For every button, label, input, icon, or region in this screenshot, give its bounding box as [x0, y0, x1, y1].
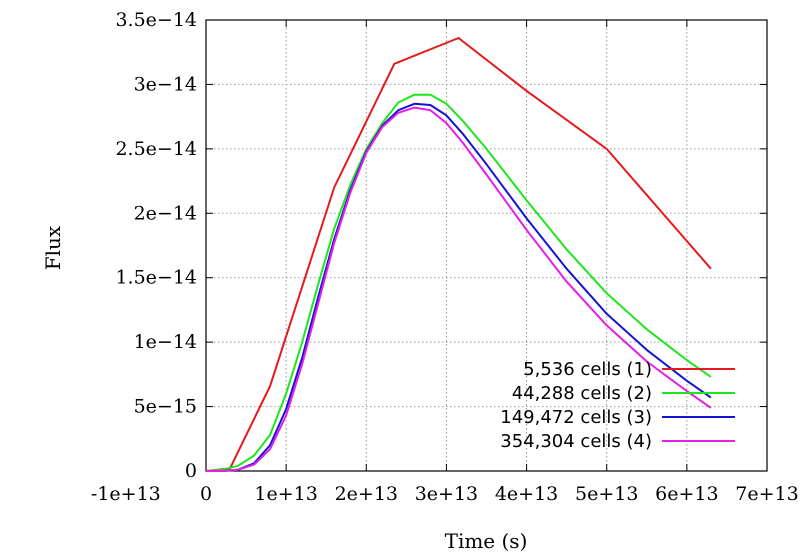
series-line-2 — [205, 93, 712, 472]
legend-label-1: 5,536 cells (1) — [523, 359, 652, 380]
series-line-1 — [205, 37, 712, 472]
x-tick-label: 5e+13 — [575, 483, 638, 505]
x-tick-label: 4e+13 — [495, 483, 558, 505]
series-line-3 — [206, 102, 712, 472]
legend-label-3: 149,472 cells (3) — [500, 407, 652, 428]
y-tick-label: 2.5e−14 — [115, 138, 197, 160]
legend-label-2: 44,288 cells (2) — [512, 383, 652, 404]
x-tick-label: 2e+13 — [335, 483, 398, 505]
y-tick-label: 5e−15 — [134, 396, 197, 418]
x-tick-label: 1e+13 — [254, 483, 317, 505]
y-tick-label: 1e−14 — [134, 331, 197, 353]
x-tick-label: -1e+13 — [91, 483, 161, 505]
y-tick-label: 2e−14 — [134, 202, 197, 224]
plot-frame — [205, 19, 768, 472]
y-tick-label: 0 — [185, 460, 197, 482]
y-axis-title: Flux — [41, 225, 65, 270]
x-axis-title: Time (s) — [445, 529, 528, 553]
y-tick-label: 3e−14 — [134, 73, 197, 95]
y-tick-label: 3.5e−14 — [115, 9, 197, 31]
series-line-4 — [206, 106, 712, 472]
x-tick-label: 7e+13 — [735, 483, 798, 505]
legend-label-4: 354,304 cells (4) — [500, 431, 652, 452]
legend: 5,536 cells (1) 44,288 cells (2) 149,472 c… — [500, 359, 735, 452]
axis-ticks: -1e+13 0 1e+13 2e+13 3e+13 4e+13 5e+13 6e+13 7e+… — [91, 9, 799, 505]
y-tick-label: 1.5e−14 — [115, 267, 197, 289]
x-tick-label: 0 — [200, 483, 212, 505]
series-group — [205, 37, 712, 472]
x-tick-label: 6e+13 — [655, 483, 718, 505]
x-tick-label: 3e+13 — [415, 483, 478, 505]
